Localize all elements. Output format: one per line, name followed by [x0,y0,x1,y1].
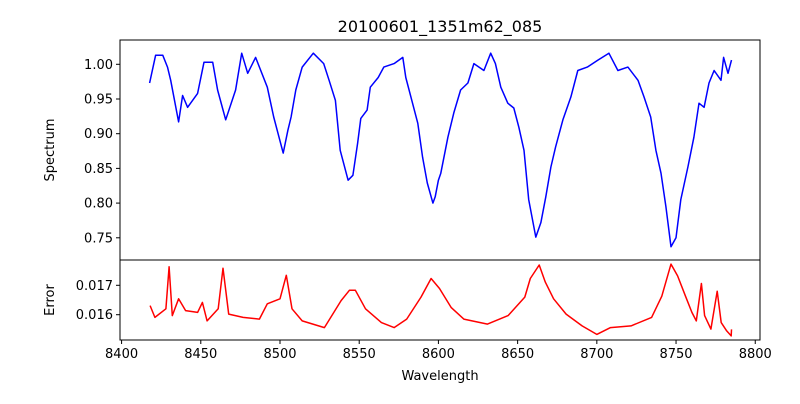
x-tick-label: 8400 [105,347,138,362]
y-axis-label-error: Error [43,284,58,316]
axes-frame [119,259,761,341]
x-tick-label: 8450 [184,347,217,362]
x-tick-label: 8650 [501,347,534,362]
y-tick-label: 0.017 [76,279,113,294]
x-tick-label: 8550 [343,347,376,362]
error-axes: 0.016 0.017 8400 8450 8500 8550 8600 8650 8700 87… [76,259,772,362]
y-tick-label: 0.85 [84,162,113,177]
y-tick-label: 0.75 [84,231,113,246]
spectrum-axes: 0.75 0.80 0.85 0.90 0.95 1.00 [84,39,761,261]
y-tick-label: 0.80 [84,197,113,212]
x-tick-label: 8700 [580,347,613,362]
x-axis-label: Wavelength [401,369,478,384]
y-tick-label: 0.95 [84,92,113,107]
x-tick-label: 8800 [739,347,772,362]
y-tick-label: 0.90 [84,127,113,142]
y-axis-label-spectrum: Spectrum [43,119,58,182]
x-tick-label: 8500 [263,347,296,362]
chart-title: 20100601_1351m62_085 [338,17,543,37]
y-tick-label: 1.00 [84,58,113,73]
x-tick-label: 8600 [422,347,455,362]
series-line-error [149,263,733,337]
axes-frame [119,39,761,261]
x-tick-label: 8750 [659,347,692,362]
y-tick-label: 0.016 [76,308,113,323]
series-line-spectrum [148,52,733,248]
